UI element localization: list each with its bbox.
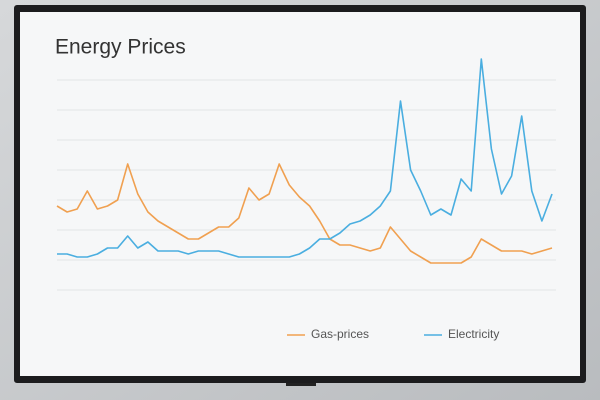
legend-label: Electricity bbox=[448, 327, 499, 341]
legend-label: Gas-prices bbox=[311, 327, 369, 341]
line-series bbox=[56, 163, 553, 264]
chart-title: Energy Prices bbox=[55, 36, 186, 59]
line-series bbox=[57, 58, 553, 258]
screen bbox=[20, 12, 580, 376]
legend: Gas-prices Electricity bbox=[287, 327, 499, 341]
